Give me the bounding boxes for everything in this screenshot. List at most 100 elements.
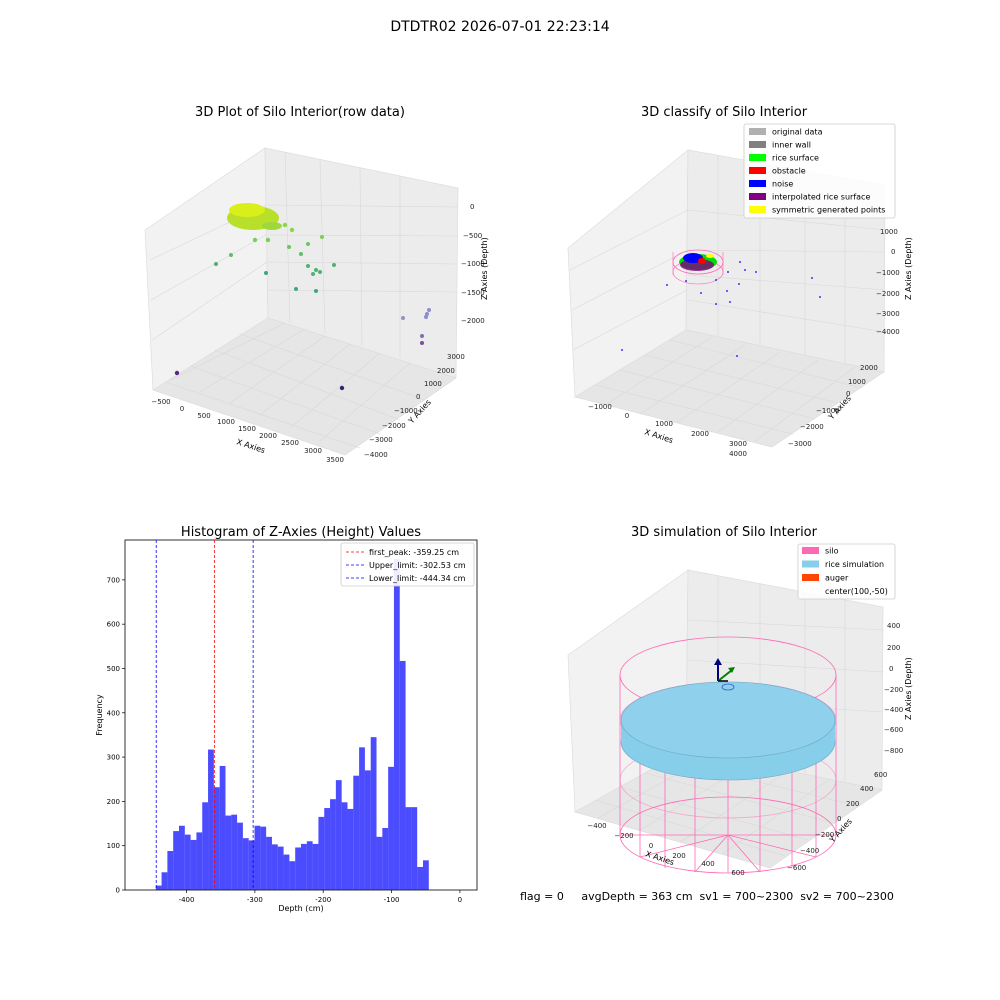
histogram-bar (178, 825, 185, 890)
raw-ztick: −1000 (461, 260, 485, 268)
histogram-bar (335, 780, 342, 890)
histogram-bar (301, 843, 307, 890)
histogram-bar (312, 843, 319, 890)
histogram-bar (173, 831, 179, 890)
classify-ytick: −3000 (788, 440, 812, 448)
histogram-legend-box (340, 542, 475, 587)
simulation-xtick: 400 (701, 860, 714, 868)
simulation-ytick: −200 (815, 831, 834, 839)
simulation-legend-swatch (802, 560, 819, 568)
raw-ytick: 2000 (437, 367, 455, 375)
classify-noise-cluster (683, 253, 703, 263)
raw-pane-floor (152, 317, 457, 456)
simulation-ztick: 200 (887, 644, 900, 652)
raw-ztick: −1500 (461, 289, 485, 297)
histogram-bar (295, 847, 301, 890)
histogram-bar (306, 841, 313, 890)
classify-legend-swatch (749, 180, 766, 187)
histogram-bar (155, 885, 162, 890)
raw-xtick: 500 (197, 412, 210, 420)
histogram-ytick-label: 100 (107, 842, 120, 850)
histogram-bar (167, 851, 174, 890)
histogram-bar (370, 737, 377, 890)
histogram-bar (266, 836, 272, 890)
histogram-bar (393, 559, 400, 890)
raw-ytick: −1000 (394, 407, 418, 415)
classify-legend-box (743, 123, 896, 219)
histogram-ytick-label: 500 (107, 665, 120, 673)
classify-legend-label: interpolated rice surface (772, 193, 870, 202)
classify-z-axis-label: Z Axies (Depth) (904, 237, 913, 300)
histogram-bar (260, 826, 267, 890)
classify-legend-label: rice surface (772, 154, 819, 163)
histogram-bar (376, 836, 383, 890)
histogram-bar (405, 807, 412, 890)
histogram-bar (254, 825, 261, 890)
histogram-bar (353, 775, 360, 890)
histogram-bar (359, 747, 365, 890)
simulation-legend-label: center(100,-50) (825, 587, 888, 596)
raw-ztick: −2000 (461, 317, 485, 325)
raw-xtick: 2500 (281, 439, 299, 447)
simulation-pane-floor (574, 749, 883, 869)
classify-legend-label: symmetric generated points (772, 206, 885, 215)
histogram-bar (231, 814, 238, 890)
raw-xtick: 2000 (259, 432, 277, 440)
simulation-ztick: 400 (887, 622, 900, 630)
classify-pane-floor (574, 329, 885, 448)
raw-3d-panel: 3D Plot of Silo Interior(row data) (144, 105, 489, 464)
classify-ztick: −1000 (876, 269, 900, 277)
classify-ztick: 0 (891, 248, 895, 256)
simulation-xtick: 0 (649, 842, 653, 850)
raw-x-ticks: −500 0 500 1000 1500 2000 2500 3000 3500 (151, 398, 344, 464)
raw-xtick: 3000 (304, 447, 322, 455)
simulation-legend-swatch (802, 547, 819, 554)
classify-ytick: 1000 (848, 378, 866, 386)
classify-xtick: 0 (625, 412, 629, 420)
histogram-bar (283, 854, 290, 890)
classify-legend-swatch (749, 193, 766, 200)
simulation-y-ticks: −600 −400 −200 0 200 400 600 (787, 771, 887, 872)
classify-legend-label: inner wall (772, 141, 811, 150)
raw-y-ticks: −4000 −3000 −2000 −1000 0 1000 2000 3000 (364, 353, 465, 459)
classify-legend-label: original data (772, 128, 823, 137)
histogram-bar (417, 866, 424, 890)
simulation-auger-marker (714, 658, 735, 691)
classify-grid (569, 155, 886, 442)
simulation-ytick: 600 (874, 771, 887, 779)
histogram-bar (196, 832, 203, 890)
classify-yellow-points (706, 254, 714, 258)
simulation-ztick: 0 (889, 665, 893, 673)
simulation-legend-box (797, 543, 896, 600)
histogram-y-axis-label: Frequency (95, 694, 104, 736)
histogram-ytick-label: 400 (107, 709, 120, 717)
histogram-xtick-label: -200 (315, 896, 331, 904)
raw-z-ticks: 0 −500 −1000 −1500 −2000 (461, 203, 485, 325)
histogram-ytick-label: 300 (107, 754, 120, 762)
simulation-xtick: −400 (587, 822, 606, 830)
classify-legend: original data inner wall rice surface obsta… (743, 123, 896, 219)
histogram-legend-label: Lower_limit: -444.34 cm (369, 574, 466, 583)
simulation-legend-swatch (802, 574, 819, 581)
classify-ztick: −3000 (876, 310, 900, 318)
histogram-ytick-label: 0 (116, 887, 120, 895)
histogram-bar (423, 860, 429, 890)
histogram-bar (225, 815, 232, 890)
simulation-ytick: 200 (846, 800, 859, 808)
classify-x-axis-label: X Axies (643, 427, 674, 445)
simulation-ztick: −800 (884, 747, 903, 755)
raw-3d-title: 3D Plot of Silo Interior(row data) (195, 105, 405, 120)
simulation-z-ticks: 400 200 0 −200 −400 −600 −800 (884, 622, 903, 755)
classify-3d-title: 3D classify of Silo Interior (641, 105, 808, 120)
histogram-bar (382, 827, 389, 890)
classify-xtick: 2000 (691, 430, 709, 438)
raw-ztick: −500 (463, 232, 482, 240)
raw-xtick: 1000 (217, 418, 235, 426)
histogram-title: Histogram of Z-Axies (Height) Values (181, 525, 421, 540)
histogram-xtick-label: 0 (458, 896, 462, 904)
classify-3d-panel: 3D classify of Silo Interior (567, 105, 913, 458)
histogram-reference-lines (155, 540, 254, 890)
histogram-bar (318, 816, 325, 890)
classify-ytick: −1000 (816, 407, 840, 415)
histogram-bar (248, 840, 255, 890)
